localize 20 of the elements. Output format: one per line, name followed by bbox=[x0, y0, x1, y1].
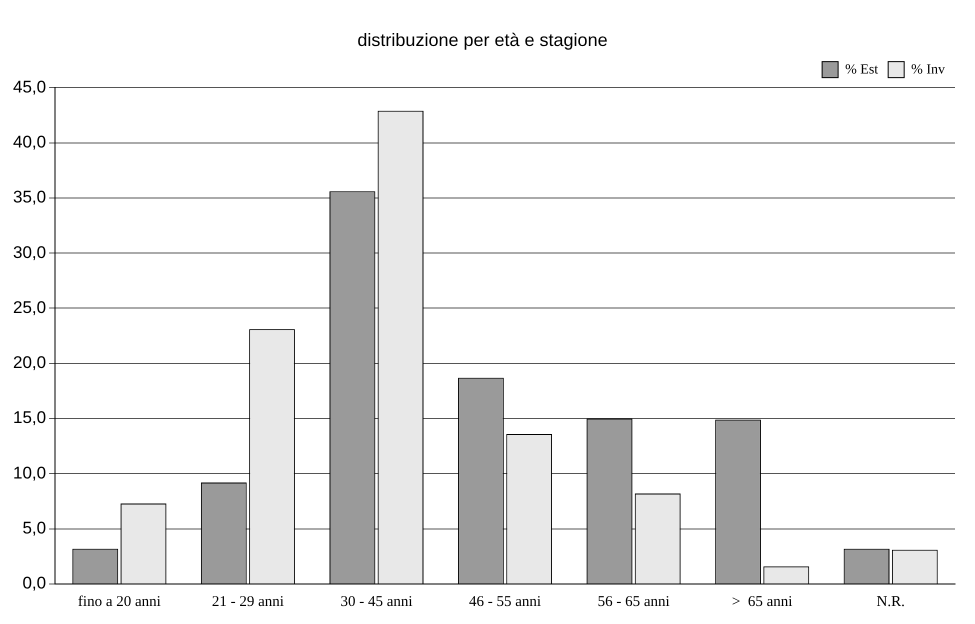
x-tick-label: 46 - 55 anni bbox=[469, 594, 542, 610]
y-tick-label: 25,0 bbox=[12, 298, 46, 317]
y-tick-label: 30,0 bbox=[12, 242, 46, 262]
x-tick-label: 56 - 65 anni bbox=[598, 594, 670, 610]
y-tick-label: 40,0 bbox=[12, 132, 46, 152]
y-tick-label: 10,0 bbox=[12, 463, 46, 482]
y-tick-label: 5,0 bbox=[22, 518, 46, 538]
legend-label: % Inv bbox=[911, 62, 946, 78]
y-tick-label: 20,0 bbox=[12, 353, 46, 372]
x-tick-label: 21 - 29 anni bbox=[212, 594, 284, 610]
x-tick-label: 30 - 45 anni bbox=[340, 594, 413, 610]
x-tick-label: fino a 20 anni bbox=[78, 594, 161, 610]
x-tick-label: > 65 anni bbox=[732, 594, 792, 610]
legend-label: % Est bbox=[845, 62, 878, 78]
y-tick-label: 35,0 bbox=[12, 188, 46, 207]
chart-title: distribuzione per età e stagione bbox=[357, 30, 608, 50]
y-tick-label: 15,0 bbox=[12, 408, 46, 428]
y-tick-label: 45,0 bbox=[12, 77, 46, 96]
x-tick-label: N.R. bbox=[876, 594, 905, 610]
y-tick-label: 0,0 bbox=[22, 574, 46, 593]
